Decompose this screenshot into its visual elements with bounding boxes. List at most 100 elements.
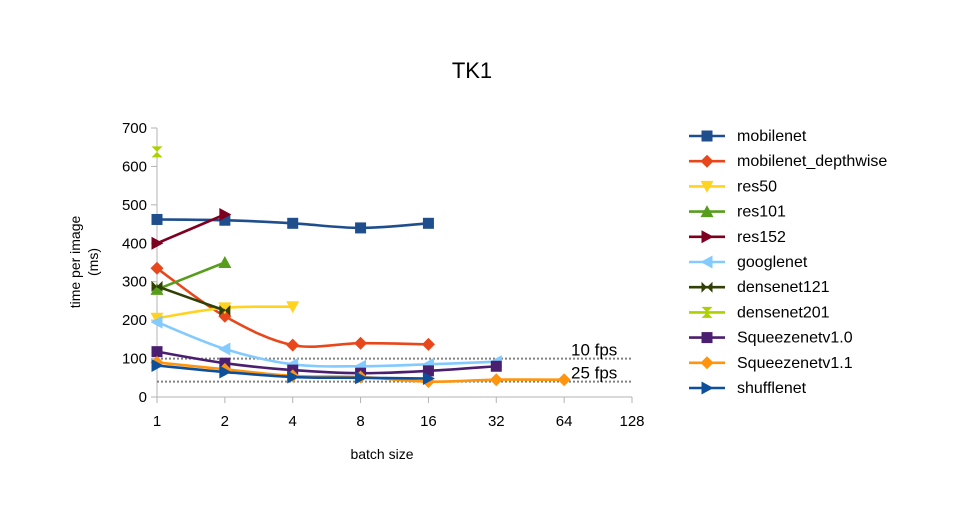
x-axis-title: batch size [350,446,413,462]
legend-swatch-marker [701,230,714,244]
data-point [422,365,434,377]
data-point [421,337,435,351]
legend-swatch-marker [701,130,713,142]
data-point [354,336,368,350]
x-tick-label: 8 [356,413,364,430]
legend-label: Squeezenetv1.0 [737,330,853,347]
data-point [151,146,163,158]
legend-item: mobilenet [689,128,807,145]
reference-labels: 10 fps 25 fps [571,341,617,383]
legend-item: googlenet [689,254,808,271]
x-tick-label: 32 [488,413,505,430]
legend-swatch-marker [700,255,713,269]
data-point [286,301,300,314]
data-point [287,370,300,384]
legend-swatch-marker [700,356,714,370]
data-point [557,373,571,387]
legend-swatch-marker [700,180,714,193]
data-point [218,256,232,268]
data-point [150,261,164,275]
legend-item: mobilenet_depthwise [689,153,887,170]
x-tick-label: 4 [289,413,297,430]
data-point [151,358,164,372]
y-axis-title-line-1: time per image [67,215,83,308]
series-shufflenet [151,358,435,386]
x-tick-label: 128 [619,413,644,430]
legend-swatch-marker [700,154,714,168]
y-axis-title-line-2: (ms) [85,248,101,276]
legend-item: densenet121 [689,279,830,296]
x-tick-label: 16 [420,413,437,430]
series-densenet201 [151,146,163,158]
reference-line-label: 25 fps [571,364,617,383]
legend-label: res152 [737,229,786,246]
legend-label: densenet121 [737,279,830,296]
legend-label: shufflenet [737,380,807,397]
y-tick-label: 400 [122,235,147,252]
y-tick-label: 600 [122,158,147,175]
data-point [219,214,231,226]
series-line [156,320,497,368]
data-point [422,217,434,229]
y-tick-label: 300 [122,274,147,291]
series-mobilenet [151,213,434,234]
legend-item: res152 [689,229,786,246]
data-point [219,207,232,221]
axes-layer: 0 100 200 300 400 500 600 700 1 2 4 8 16 32 64 128 [122,120,645,430]
series-densenet121 [151,280,231,317]
y-tick-label: 500 [122,197,147,214]
data-point [151,346,163,358]
data-point [355,371,368,385]
series-res152 [151,207,232,250]
legend-item: res50 [689,178,777,195]
y-tick-label: 700 [122,120,147,137]
legend: mobilenet mobilenet_depthwise res50 res101 r… [689,128,887,397]
legend-label: res101 [737,204,786,221]
series-googlenet [150,315,502,373]
data-point [287,217,299,229]
legend-swatch-marker [701,281,713,293]
data-point [490,360,502,372]
data-point [151,280,163,292]
data-point [286,338,300,352]
legend-label: densenet201 [737,304,830,321]
series-line [156,350,497,375]
legend-label: res50 [737,178,777,195]
series-layer [150,146,571,389]
y-axis-title: time per image (ms) [67,215,101,308]
legend-swatch-marker [701,332,713,344]
y-tick-label: 200 [122,312,147,329]
legend-swatch-marker [701,381,714,395]
legend-item: densenet201 [689,304,830,321]
y-tick-label: 0 [139,389,147,406]
x-tick-label: 64 [556,413,573,430]
reference-line-label: 10 fps [571,341,617,360]
chart-title: TK1 [452,58,492,83]
legend-label: googlenet [737,254,808,271]
data-point [218,342,231,356]
legend-item: res101 [689,204,786,221]
legend-label: Squeezenetv1.1 [737,355,853,372]
data-point [355,222,367,234]
data-point [489,373,503,387]
series-mobilenet-depthwise [150,261,435,352]
y-tick-label: 100 [122,351,147,368]
legend-item: shufflenet [689,380,807,397]
data-point [219,365,232,379]
legend-label: mobilenet [737,128,807,145]
legend-swatch-marker [700,205,714,218]
legend-item: Squeezenetv1.1 [689,355,853,372]
data-point [150,282,164,295]
data-point [150,315,163,329]
reference-lines [157,357,632,383]
data-point [422,372,435,386]
x-tick-label: 1 [153,413,161,430]
series-line [156,285,226,312]
data-point [218,302,232,315]
legend-label: mobilenet_depthwise [737,153,887,170]
data-point [151,236,164,250]
legend-item: Squeezenetv1.0 [689,330,853,347]
legend-swatch-marker [701,306,713,318]
